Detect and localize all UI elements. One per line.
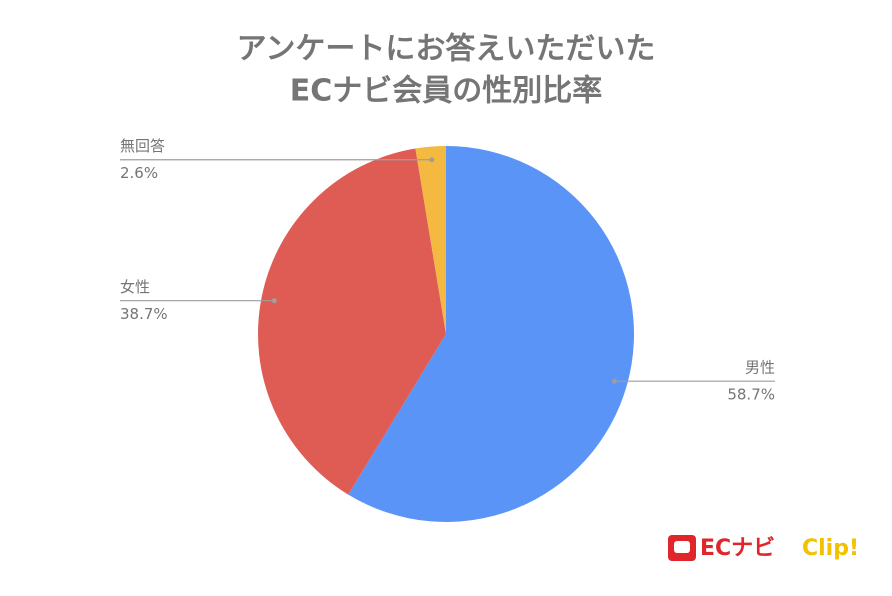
logo-text: Clip! bbox=[802, 536, 859, 561]
leader-dot bbox=[271, 298, 277, 304]
slice-value: 38.7% bbox=[120, 305, 168, 323]
pie-slice bbox=[348, 146, 634, 522]
logo-icon-face bbox=[674, 541, 690, 553]
pie-slice bbox=[258, 148, 446, 495]
chart-title: アンケートにお答えいただいた bbox=[237, 32, 656, 67]
slice-label: 女性 bbox=[120, 278, 150, 296]
leader-dot bbox=[611, 378, 617, 384]
logo-text: ECナビ bbox=[700, 536, 775, 561]
slice-label: 無回答 bbox=[120, 137, 165, 155]
slice-value: 58.7% bbox=[727, 386, 775, 404]
chart-title: ECナビ会員の性別比率 bbox=[290, 74, 603, 109]
logo: ECナビ Clip! bbox=[668, 535, 859, 561]
slice-value: 2.6% bbox=[120, 164, 158, 182]
slice-label: 男性 bbox=[745, 359, 775, 377]
pie-slice bbox=[415, 146, 446, 334]
leader-dot bbox=[429, 157, 435, 163]
